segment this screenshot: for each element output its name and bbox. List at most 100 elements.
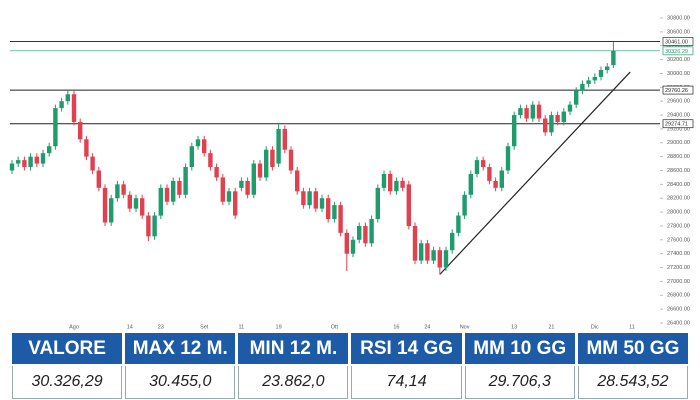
candle-body bbox=[381, 173, 387, 188]
candle-body bbox=[214, 167, 219, 178]
trendline bbox=[439, 71, 631, 275]
y-tick-label: 28200.00 bbox=[667, 196, 690, 202]
x-tick-label: 14 bbox=[127, 324, 133, 330]
x-tick-label: 24 bbox=[424, 324, 430, 330]
y-tick-label: 26600.00 bbox=[667, 307, 690, 313]
candle-body bbox=[450, 232, 455, 251]
candle-body bbox=[462, 194, 467, 216]
candle-body bbox=[264, 149, 269, 178]
y-tick-label: 28400.00 bbox=[667, 182, 690, 188]
x-tick-label: 23 bbox=[158, 324, 164, 330]
y-tick-label: 30800.00 bbox=[667, 15, 690, 21]
level-label-box bbox=[662, 37, 694, 46]
x-tick-label: Nov bbox=[460, 324, 470, 330]
candle-body bbox=[115, 184, 120, 199]
x-tick-label: 13 bbox=[511, 324, 517, 330]
candle-body bbox=[611, 50, 616, 66]
y-tick-label: 27400.00 bbox=[667, 251, 690, 257]
candle-body bbox=[177, 180, 182, 195]
candle-body bbox=[574, 90, 579, 105]
candle-body bbox=[536, 104, 542, 119]
candle-body bbox=[127, 194, 132, 209]
candle-body bbox=[431, 250, 436, 261]
candle-body bbox=[493, 180, 498, 188]
stats-table: VALORE MAX 12 M. MIN 12 M. RSI 14 GG MM 10 G… bbox=[0, 333, 700, 400]
x-tick-label: Dic bbox=[591, 324, 599, 330]
candle-body bbox=[239, 180, 244, 188]
y-tick-label: 28800.00 bbox=[667, 154, 690, 160]
candle-body bbox=[28, 156, 33, 168]
x-tick-label: 16 bbox=[393, 324, 399, 330]
candle-body bbox=[394, 180, 399, 192]
candle-body bbox=[518, 108, 523, 116]
header-cell: RSI 14 GG bbox=[351, 333, 462, 364]
x-tick-label: Set bbox=[200, 324, 209, 330]
value-cell: 30.326,29 bbox=[12, 365, 123, 399]
candle-body bbox=[59, 101, 64, 109]
candle-body bbox=[319, 198, 325, 209]
candle-body bbox=[561, 111, 566, 122]
candle-body bbox=[468, 173, 473, 195]
candle-body bbox=[412, 225, 418, 261]
candle-body bbox=[344, 232, 349, 254]
candle-body bbox=[65, 94, 70, 102]
candle-body bbox=[71, 94, 77, 122]
candle-body bbox=[220, 177, 225, 202]
value-cell: 74,14 bbox=[351, 365, 462, 399]
level-label: 30461.00 bbox=[665, 39, 688, 45]
y-tick-label: 27000.00 bbox=[667, 279, 690, 285]
candle-body bbox=[580, 83, 585, 91]
candle-body bbox=[288, 149, 294, 171]
candle-body bbox=[363, 225, 368, 244]
candle-body bbox=[326, 198, 331, 220]
y-tick-label: 27600.00 bbox=[667, 237, 690, 243]
candle-body bbox=[555, 115, 560, 122]
header-cell: VALORE bbox=[12, 333, 123, 364]
value-cell: 29.706,3 bbox=[464, 365, 575, 399]
candle-body bbox=[530, 104, 535, 119]
candle-body bbox=[34, 156, 39, 164]
candle-body bbox=[133, 198, 139, 209]
y-tick-label: 29200.00 bbox=[667, 126, 690, 132]
y-tick-label: 29600.00 bbox=[667, 99, 690, 105]
candle-body bbox=[9, 163, 15, 171]
candle-body bbox=[307, 191, 312, 206]
value-cell: 30.455,0 bbox=[125, 365, 236, 399]
candle-body bbox=[84, 139, 89, 157]
candle-body bbox=[140, 198, 145, 216]
candle-body bbox=[226, 191, 232, 202]
candle-body bbox=[586, 80, 591, 84]
candle-body bbox=[233, 191, 238, 216]
candle-body bbox=[146, 215, 151, 237]
candle-body bbox=[425, 243, 430, 261]
candle-body bbox=[598, 69, 604, 77]
candle-body bbox=[158, 187, 163, 216]
candle-body bbox=[369, 219, 374, 244]
candle-body bbox=[474, 160, 480, 174]
candle-body bbox=[481, 160, 486, 168]
level-label-box bbox=[662, 119, 694, 129]
candle-body bbox=[505, 146, 511, 171]
x-tick-label: 11 bbox=[239, 324, 245, 330]
x-tick-label: 21 bbox=[548, 324, 554, 330]
candle-body bbox=[543, 118, 548, 133]
candle-body bbox=[47, 146, 52, 154]
candle-body bbox=[53, 108, 58, 147]
candle-body bbox=[419, 243, 424, 261]
candle-body bbox=[443, 250, 449, 268]
candle-body bbox=[605, 66, 610, 70]
candle-body bbox=[456, 215, 461, 233]
candle-body bbox=[295, 170, 300, 192]
candle-body bbox=[549, 115, 554, 133]
x-tick-label: 19 bbox=[276, 324, 282, 330]
candle-body bbox=[592, 76, 597, 81]
candle-body bbox=[16, 160, 21, 164]
y-tick-label: 29000.00 bbox=[667, 140, 690, 146]
level-label-box bbox=[662, 85, 694, 95]
candle-body bbox=[189, 146, 194, 168]
y-tick-label: 28000.00 bbox=[667, 210, 690, 216]
candle-body bbox=[388, 173, 393, 192]
candle-body bbox=[251, 163, 256, 195]
y-tick-label: 30600.00 bbox=[667, 29, 690, 35]
